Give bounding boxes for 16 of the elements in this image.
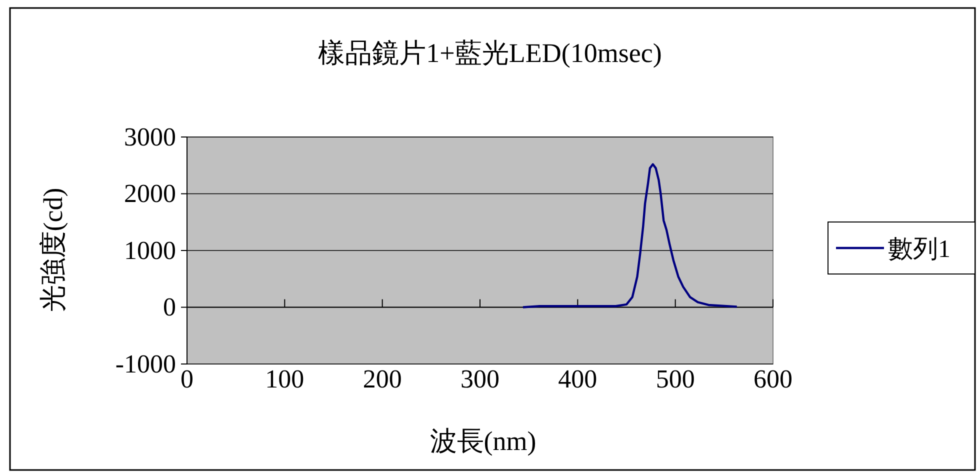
y-tick-label: 0 (163, 292, 176, 322)
x-axis-title: 波長(nm) (430, 426, 536, 456)
line-series (522, 163, 738, 308)
y-tick-label: 1000 (124, 236, 176, 265)
legend-label: 數列1 (888, 236, 950, 263)
y-tick-label: 2000 (124, 179, 176, 208)
x-tick-label: 500 (656, 364, 695, 394)
x-tick-label: 200 (362, 364, 402, 394)
chart-title: 樣品鏡片1+藍光LED(10msec) (318, 38, 662, 68)
x-tick-label: 100 (265, 364, 304, 394)
x-tick-label: 300 (460, 364, 500, 394)
y-axis-title: 光強度(cd) (38, 188, 68, 312)
y-tick-label: -1000 (115, 349, 176, 378)
x-tick-label: 400 (558, 364, 598, 394)
x-tick-label: 600 (754, 364, 792, 394)
y-tick-label: 3000 (124, 122, 176, 152)
